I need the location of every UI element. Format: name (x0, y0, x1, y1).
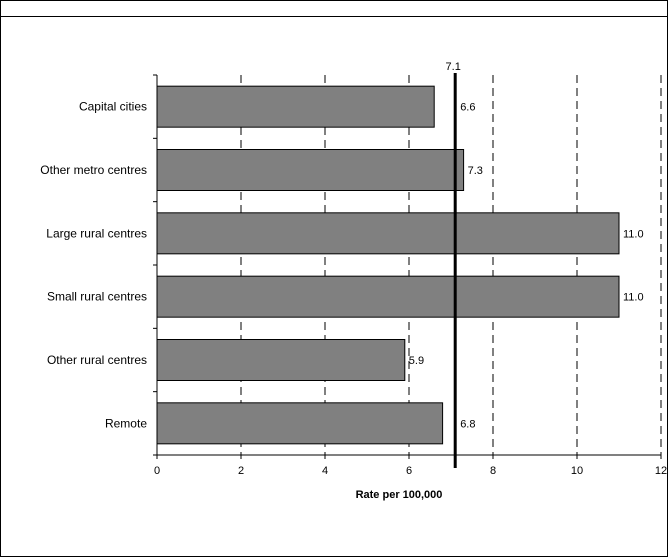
x-tick-label-10: 10 (571, 465, 583, 477)
labels: Capital cities 6.6 Other metro centres 7.3 L… (40, 61, 667, 477)
category-label-3: Small rural centres (47, 290, 147, 304)
data-label-1: 7.3 (468, 165, 483, 177)
x-tick-label-4: 4 (322, 465, 328, 477)
category-label-5: Remote (105, 416, 147, 430)
gridlines (240, 75, 662, 455)
axes (153, 73, 662, 468)
data-label-2: 11.0 (623, 228, 644, 240)
x-tick-label-8: 8 (490, 465, 496, 477)
bar-4 (156, 339, 406, 381)
bars (156, 85, 620, 445)
data-label-4: 5.9 (409, 355, 424, 367)
data-label-0: 6.6 (460, 102, 475, 114)
bar-2 (156, 212, 620, 255)
category-label-1: Other metro centres (40, 163, 147, 177)
header-strip (0, 0, 668, 17)
category-label-0: Capital cities (79, 100, 147, 114)
category-label-4: Other rural centres (47, 353, 147, 367)
bar-3 (156, 275, 620, 318)
x-tick-label-12: 12 (655, 465, 667, 477)
reference-line-label: 7.1 (446, 61, 461, 73)
x-tick-label-0: 0 (154, 465, 160, 477)
category-label-2: Large rural centres (46, 226, 147, 240)
x-tick-label-2: 2 (238, 465, 244, 477)
bar-5 (156, 402, 444, 445)
bar-0 (156, 85, 435, 128)
x-axis-title: Rate per 100,000 (356, 489, 443, 501)
data-label-3: 11.0 (623, 292, 644, 304)
x-tick-label-6: 6 (406, 465, 412, 477)
bar-1 (156, 149, 465, 191)
data-label-5: 6.8 (460, 418, 475, 430)
